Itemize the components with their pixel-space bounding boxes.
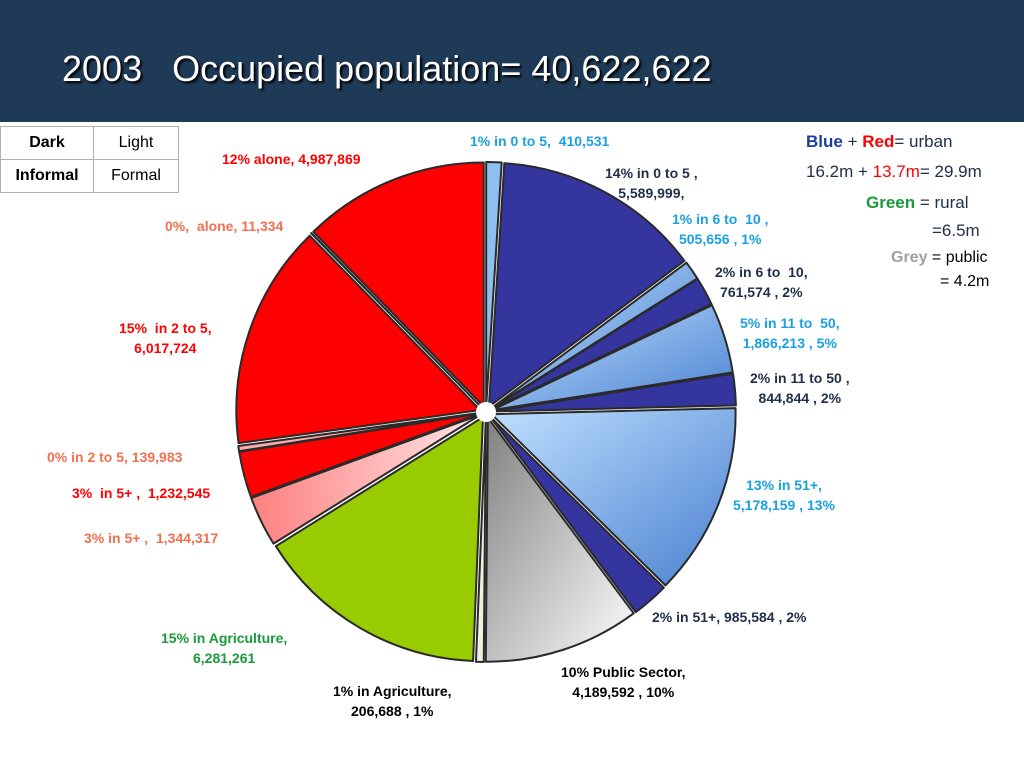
pie-slice-11 xyxy=(250,413,482,545)
pie-slice-3 xyxy=(490,277,713,411)
pie-slice-9 xyxy=(474,416,487,663)
slice-label-9: 1% in Agriculture, 206,688 , 1% xyxy=(333,683,452,719)
pie-slice-1 xyxy=(487,162,686,408)
legend-cell-formal: Formal xyxy=(93,159,179,193)
key-rural: Green = rural xyxy=(866,193,969,212)
slice-label-14: 15% in 2 to 5, 6,017,724 xyxy=(119,320,212,356)
pie-slice-4 xyxy=(490,304,734,412)
pie-slice-0 xyxy=(485,161,503,408)
slice-label-15: 0%, alone, 11,334 xyxy=(165,218,284,234)
slice-label-16: 12% alone, 4,987,869 xyxy=(222,151,361,167)
slice-label-5: 2% in 11 to 50 , 844,844 , 2% xyxy=(750,370,850,406)
slice-label-11: 3% in 5+ , 1,344,317 xyxy=(84,530,219,546)
slice-label-12: 3% in 5+ , 1,232,545 xyxy=(72,485,211,501)
slice-label-8: 10% Public Sector, 4,189,592 , 10% xyxy=(561,664,686,700)
slice-label-4: 5% in 11 to 50, 1,866,213 , 5% xyxy=(740,315,840,351)
pie-slice-13 xyxy=(237,411,482,453)
slice-label-2: 1% in 6 to 10 , 505,656 , 1% xyxy=(672,211,769,247)
key-urban: Blue + Red= urban xyxy=(806,132,953,151)
pie-slice-8 xyxy=(484,416,635,663)
pie-slice-15 xyxy=(310,232,483,409)
title-bar: 2003 Occupied population= 40,622,622 xyxy=(0,0,1024,122)
slice-label-10: 15% in Agriculture, 6,281,261 xyxy=(161,630,288,666)
pie-slice-6 xyxy=(490,407,737,587)
slice-label-3: 2% in 6 to 10, 761,574 , 2% xyxy=(715,264,808,300)
legend-cell-informal: Informal xyxy=(0,159,94,193)
pie-slice-14 xyxy=(235,234,482,445)
pie-slice-7 xyxy=(488,415,665,614)
pie-slice-5 xyxy=(490,372,737,413)
slice-label-7: 2% in 51+, 985,584 , 2% xyxy=(652,609,807,625)
pie-center xyxy=(476,402,496,422)
slide-title: 2003 Occupied population= 40,622,622 xyxy=(62,48,712,89)
legend-row: Informal Formal xyxy=(0,159,179,193)
key-rural-value: =6.5m xyxy=(932,221,980,240)
pie-slice-16 xyxy=(312,161,485,408)
legend-cell-dark: Dark xyxy=(0,126,94,160)
slice-label-0: 1% in 0 to 5, 410,531 xyxy=(470,133,610,149)
slice-label-13: 0% in 2 to 5, 139,983 xyxy=(47,449,183,465)
key-urban-value: 16.2m + 13.7m= 29.9m xyxy=(806,162,982,181)
pie-slice-10 xyxy=(274,416,484,662)
key-public-value: = 4.2m xyxy=(940,273,990,290)
key-public: Grey = public xyxy=(891,249,988,266)
legend-table: Dark Light Informal Formal xyxy=(0,126,179,193)
slice-label-1: 14% in 0 to 5 , 5,589,999, xyxy=(605,165,698,201)
slice-label-6: 13% in 51+, 5,178,159 , 13% xyxy=(733,477,835,513)
